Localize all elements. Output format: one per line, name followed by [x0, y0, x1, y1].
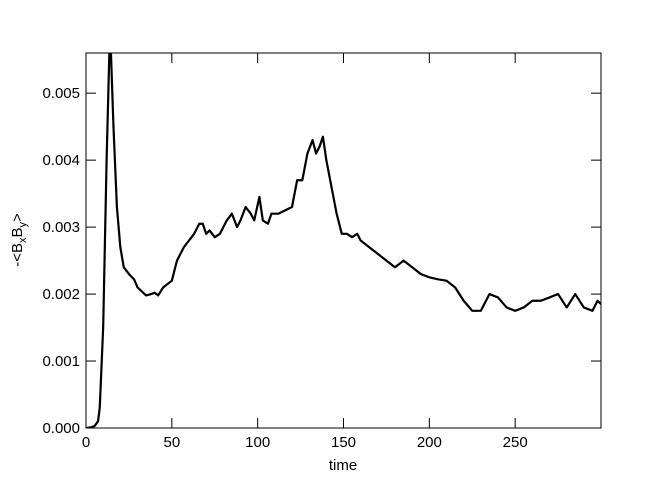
data-line [86, 53, 601, 428]
y-tick-label: 0.003 [42, 219, 80, 236]
y-tick-label: 0.002 [42, 286, 80, 303]
y-axis-label: -<BxBy> [9, 213, 29, 267]
y-label-sub: x [17, 237, 29, 243]
y-tick-label: 0.004 [42, 152, 80, 169]
x-axis-label: time [329, 457, 357, 474]
x-tick-label: 200 [417, 434, 442, 451]
y-label-part: B [9, 227, 26, 237]
y-tick-label: 0.005 [42, 85, 80, 102]
y-tick-label: 0.001 [42, 353, 80, 370]
y-label-part: -<B [9, 243, 26, 267]
y-tick-label: 0.000 [42, 420, 80, 437]
x-tick-label: 250 [503, 434, 528, 451]
plot-frame [85, 52, 602, 429]
x-tick-label: 150 [331, 434, 356, 451]
x-tick-label: 100 [245, 434, 270, 451]
x-tick-label: 0 [82, 434, 90, 451]
y-label-part: > [9, 213, 26, 222]
x-tick-label: 50 [163, 434, 180, 451]
y-label-sub: y [17, 221, 29, 227]
